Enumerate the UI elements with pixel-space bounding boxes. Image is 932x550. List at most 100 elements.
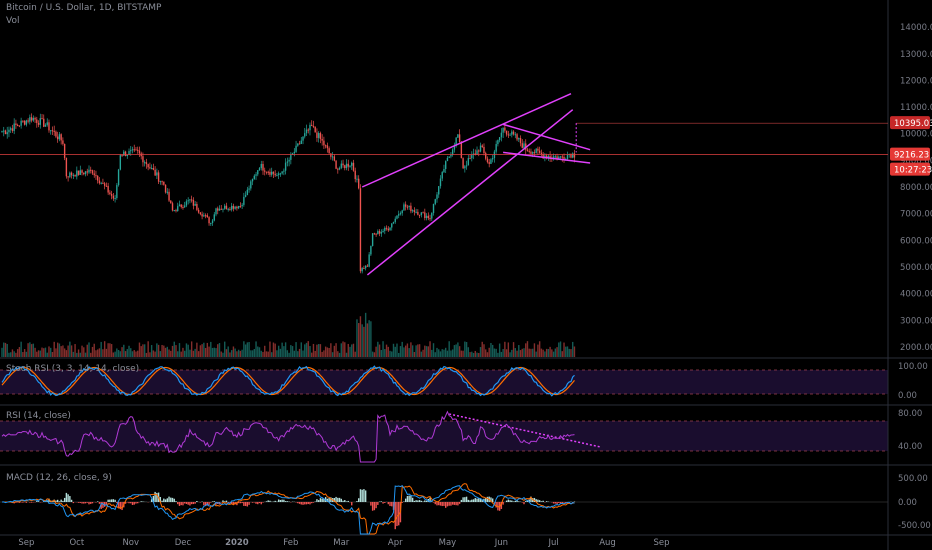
candle-body <box>206 215 209 218</box>
volume-bar <box>194 348 196 357</box>
macd-histogram-bar <box>481 499 483 502</box>
candle-body <box>371 233 374 246</box>
candle-body <box>58 134 61 140</box>
macd-histogram-bar <box>279 499 282 502</box>
candle-body <box>20 120 22 126</box>
macd-histogram-bar <box>377 502 379 505</box>
candle-body <box>359 188 362 272</box>
candle-body <box>387 228 389 231</box>
volume-bar <box>267 351 269 357</box>
candle-body <box>260 163 262 169</box>
macd-histogram-bar <box>351 502 353 506</box>
macd-histogram-bar <box>110 499 113 502</box>
macd-histogram-bar <box>516 499 518 502</box>
volume-bar <box>246 342 249 357</box>
macd-histogram-bar <box>394 502 396 530</box>
volume-bar <box>538 341 541 357</box>
candle-body <box>347 163 349 167</box>
macd-histogram-bar <box>105 502 108 505</box>
trendline <box>361 93 572 188</box>
volume-bar <box>568 348 570 357</box>
volume-bar <box>91 346 94 357</box>
macd-histogram-bar <box>184 502 186 504</box>
candle-body <box>6 132 8 135</box>
volume-bar <box>232 346 235 357</box>
candle-body <box>411 210 414 212</box>
volume-bar <box>255 341 257 357</box>
volume-bar <box>451 349 454 357</box>
volume-bar <box>556 347 558 357</box>
macd-histogram-bar <box>102 502 104 508</box>
candle-body <box>479 145 482 152</box>
macd-histogram-bar <box>305 502 308 505</box>
volume-bar <box>406 343 409 357</box>
volume-bar <box>264 345 266 357</box>
volume-bar <box>43 348 45 357</box>
macd-histogram-bar <box>208 502 210 505</box>
volume-bar <box>413 351 416 357</box>
candle-body <box>572 153 574 158</box>
trendline <box>502 123 591 151</box>
rsi-line <box>1 410 575 463</box>
volume-bar <box>13 351 15 357</box>
candle-body <box>34 118 36 120</box>
volume-bar <box>272 342 275 357</box>
candle-body <box>563 156 565 160</box>
candle-body <box>512 131 515 135</box>
volume-bar <box>95 350 97 357</box>
volume-bar <box>20 341 22 357</box>
volume-bar <box>213 347 215 357</box>
candle-body <box>404 204 407 207</box>
candle-body <box>483 146 485 154</box>
x-tick-label: Mar <box>333 538 350 548</box>
macd-histogram-bar <box>244 502 247 507</box>
candle-body <box>211 220 214 224</box>
volume-bar <box>471 351 473 357</box>
macd-histogram-bar <box>462 497 464 502</box>
candle-body <box>84 171 87 175</box>
macd-histogram-bar <box>507 499 510 502</box>
macd-histogram-bar <box>62 500 64 502</box>
volume-bar <box>276 350 278 357</box>
macd-histogram-bar <box>479 499 482 502</box>
volume-bar <box>370 321 372 357</box>
macd-histogram-bar <box>46 500 48 502</box>
x-tick-label: Apr <box>388 538 403 548</box>
macd-histogram-bar <box>128 502 130 504</box>
volume-bar <box>495 348 497 357</box>
macd-histogram-bar <box>166 498 168 502</box>
candle-body <box>62 140 64 144</box>
candle-body <box>549 155 551 158</box>
candle-body <box>37 122 40 125</box>
macd-histogram-bar <box>95 502 97 503</box>
macd-histogram-bar <box>375 502 377 509</box>
candle-body <box>314 126 316 133</box>
volume-bar <box>558 342 560 357</box>
volume-bar <box>182 347 184 357</box>
volume-bar <box>345 352 348 357</box>
candle-body <box>262 163 264 171</box>
macd-histogram-bar <box>225 500 228 502</box>
macd-histogram-bar <box>415 500 417 502</box>
candle-body <box>505 130 508 135</box>
candle-body <box>495 144 497 152</box>
volume-bar <box>526 341 529 357</box>
candle-body <box>145 162 148 165</box>
volume-bar <box>342 341 344 357</box>
candle-body <box>464 166 466 169</box>
macd-histogram-bar <box>316 499 318 502</box>
pane-tick-label: 0.00 <box>898 391 917 401</box>
volume-bar <box>453 345 456 357</box>
candle-body <box>257 170 259 175</box>
candle-body <box>518 138 520 140</box>
candle-body <box>300 140 302 144</box>
candle-body <box>164 184 167 193</box>
volume-bar <box>220 351 222 357</box>
macd-histogram-bar <box>384 502 386 503</box>
volume-bar <box>53 341 55 357</box>
volume-bar <box>126 349 128 357</box>
candle-body <box>161 181 163 183</box>
macd-histogram-bar <box>458 502 461 504</box>
macd-histogram-bar <box>22 502 24 503</box>
